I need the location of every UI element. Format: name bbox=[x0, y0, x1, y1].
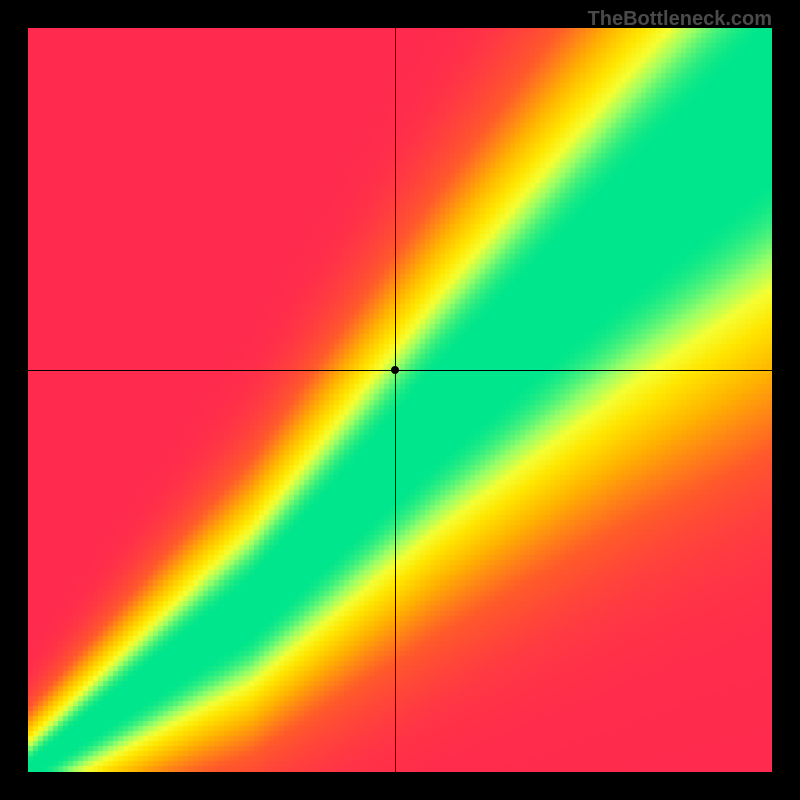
crosshair-horizontal bbox=[28, 370, 772, 371]
heatmap-canvas bbox=[28, 28, 772, 772]
marker-dot bbox=[391, 366, 399, 374]
heatmap-plot bbox=[28, 28, 772, 772]
crosshair-vertical bbox=[395, 28, 396, 772]
watermark-text: TheBottleneck.com bbox=[588, 8, 772, 31]
